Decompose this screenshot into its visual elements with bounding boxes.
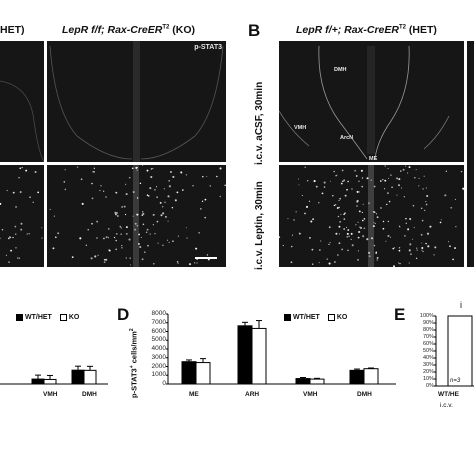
chart-d-cat-me: ME	[189, 391, 199, 398]
chart-d-plot	[166, 313, 396, 385]
chart-d-bar-vmh-ko	[309, 378, 325, 385]
chart-e-ytick-label: 30%	[422, 361, 434, 368]
chart-e-n-label: n=3	[450, 378, 461, 384]
micrograph-ko-acsf: p-STAT3	[47, 41, 226, 162]
chart-left-bar-vmh-wt-het	[31, 378, 45, 385]
chart-e-ytick-label: 50%	[422, 347, 434, 354]
chart-left-plot	[0, 365, 108, 385]
left-cat-dmh: DMH	[82, 391, 97, 398]
legend-d-wt-label: WT/HET	[293, 314, 320, 321]
header-het-fragment: HET)	[0, 24, 25, 36]
chart-d-bar-dmh-ko	[363, 368, 379, 385]
panel-e-letter: E	[394, 305, 406, 324]
legend-d-swatch-wt	[284, 314, 291, 321]
header-ko-superscript: T2	[162, 24, 170, 31]
micrograph-ko-leptin	[47, 165, 226, 267]
chart-d-ylabel: p-STAT3+ cells/mm2	[129, 328, 139, 398]
chart-d-ytick-label: 1000	[151, 371, 166, 379]
header-b-suffix: (HET)	[406, 24, 437, 36]
chart-d-bar-me-ko	[195, 362, 211, 385]
chart-e-ytick-label: 10%	[422, 375, 434, 382]
chart-e-ytick-label: 100%	[419, 312, 434, 319]
chart-e-ytick-label: 70%	[422, 333, 434, 340]
chart-d-ytick-label: 3000	[151, 353, 166, 361]
chart-e-x-label: WT/HE	[438, 391, 459, 398]
legend-left-swatch-ko	[59, 314, 67, 321]
micrograph-het-acsf	[0, 41, 44, 162]
chart-d-ytick-label: 8000	[151, 310, 166, 317]
chart-left-bar-vmh-ko	[43, 378, 57, 385]
legend-left-ko-label: KO	[68, 314, 80, 321]
chart-d-cat-arh: ARH	[245, 391, 260, 398]
chart-d-bar-dmh-wt-het	[349, 369, 365, 385]
row-label-leptin: i.c.v. Leptin, 30min	[254, 181, 265, 270]
legend-d-ko-label: KO	[336, 314, 348, 321]
region-label-arcn: ArcN	[340, 135, 354, 141]
chart-e-ytick-label: 40%	[422, 354, 434, 361]
panel-b-letter: B	[248, 21, 261, 40]
chart-e-ytick-label: 60%	[422, 340, 434, 347]
chart-d-ytick-label: 2000	[151, 362, 166, 370]
chart-left-bar-dmh-ko	[83, 369, 97, 385]
chart-d-legend: WT/HET KO	[284, 314, 347, 321]
chart-e-ytick-label: 0%	[426, 382, 434, 389]
panel-d-letter: D	[117, 305, 130, 324]
micrograph-het-acsf-b: DMH VMH ArcN ME	[279, 41, 464, 162]
left-cat-vmh: VMH	[43, 391, 58, 398]
header-ko-genotype: LepR f/f; Rax-CreER	[62, 24, 163, 36]
header-b-superscript: T2	[398, 24, 406, 31]
stain-label: p-STAT3	[194, 44, 222, 51]
chart-d-ytick-label: 6000	[151, 327, 166, 335]
chart-e-yticks: 0% 10% 20% 30% 40% 50% 60% 70% 80% 90% 100%	[410, 312, 434, 392]
chart-d-cat-vmh: VMH	[303, 391, 318, 398]
chart-d-ytick-label: 5000	[151, 336, 166, 344]
chart-e-ytick-label: 90%	[422, 319, 434, 326]
micrograph-edge-strip	[467, 41, 474, 267]
header-ko-suffix: (KO)	[169, 24, 196, 36]
chart-e-plot	[434, 315, 474, 387]
chart-left-bar-dmh-wt-het	[71, 369, 85, 385]
row-label-acsf: i.c.v. aCSF, 30min	[254, 81, 265, 165]
chart-d-cat-dmh: DMH	[357, 391, 372, 398]
chart-d-bar-arh-wt-het	[237, 325, 253, 385]
legend-left: WT/HET KO	[16, 314, 79, 321]
micrograph-het-leptin-b	[279, 165, 464, 267]
chart-e-ytick-label: 20%	[422, 368, 434, 375]
chart-d-ytick-label: 4000	[151, 345, 166, 352]
chart-d-bar-arh-ko	[251, 327, 267, 385]
chart-e-ytick-label: 80%	[422, 326, 434, 333]
header-b-genotype: LepR f/+; Rax-CreER	[296, 24, 399, 36]
chart-d-bar-vmh-wt-het	[295, 378, 311, 385]
legend-left-swatch-wt	[16, 314, 23, 321]
legend-d-swatch-ko	[327, 314, 335, 321]
chart-e-bar-wt-het	[447, 315, 473, 387]
region-label-vmh: VMH	[294, 125, 307, 131]
micrograph-het-leptin	[0, 165, 44, 267]
panel-e-partial-title: i	[460, 300, 462, 310]
header-ko: LepR f/f; Rax-CreERT2 (KO)	[62, 24, 195, 36]
region-label-me: ME	[369, 156, 378, 162]
chart-d-ytick-label: 7000	[151, 318, 166, 326]
region-label-dmh: DMH	[334, 67, 347, 73]
header-b-het: LepR f/+; Rax-CreERT2 (HET)	[296, 24, 437, 36]
chart-e-x-label-extra: i.c.v.	[440, 402, 453, 409]
legend-left-wt-label: WT/HET	[25, 314, 52, 321]
chart-d-bar-me-wt-het	[181, 361, 197, 385]
chart-d-yticks: 0 1000 2000 3000 4000 5000 6000 7000 8000	[140, 309, 166, 399]
chart-d-ytick-label: 0	[162, 380, 166, 387]
